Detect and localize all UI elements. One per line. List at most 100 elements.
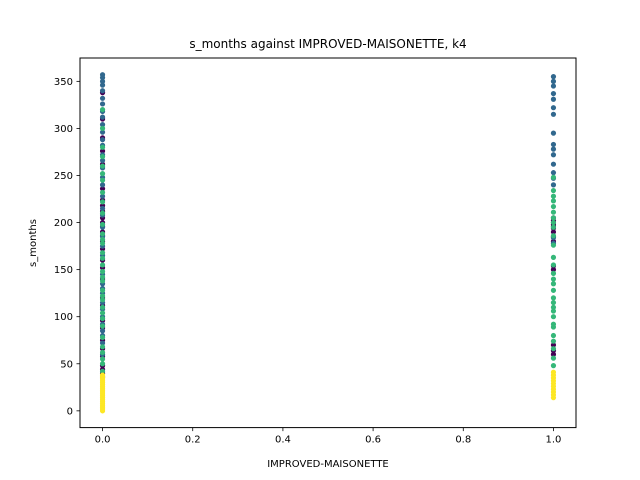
scatter-point	[550, 182, 557, 188]
scatter-point	[99, 278, 106, 284]
scatter-point	[550, 198, 557, 204]
x-tick-label: 0.2	[185, 435, 201, 446]
y-tick-label: 0	[67, 406, 73, 417]
scatter-point	[550, 152, 557, 158]
scatter-point	[99, 193, 106, 199]
x-tick-label: 0.6	[365, 435, 381, 446]
scatter-point	[99, 72, 106, 78]
scatter-point	[99, 262, 106, 268]
scatter-point	[550, 78, 557, 84]
scatter-point	[550, 174, 557, 180]
scatter-point	[99, 297, 106, 303]
scatter-point	[99, 221, 106, 228]
scatter-point	[550, 270, 557, 276]
chart-title: s_months against IMPROVED-MAISONETTE, k4	[189, 37, 466, 51]
scatter-point	[550, 338, 557, 344]
scatter-point	[99, 171, 106, 177]
x-tick-label: 0.4	[275, 435, 291, 446]
scatter-point	[99, 231, 106, 237]
scatter-point	[99, 356, 106, 362]
scatter-point	[550, 346, 557, 352]
scatter-point	[550, 304, 557, 310]
scatter-point	[99, 293, 106, 299]
scatter-point	[550, 215, 557, 221]
scatter-point	[99, 154, 106, 160]
scatter-point	[99, 349, 106, 356]
scatter-point	[99, 268, 106, 275]
scatter-point	[99, 310, 106, 316]
scatter-point	[99, 210, 106, 216]
scatter-point	[99, 368, 106, 374]
scatter-point	[550, 193, 557, 199]
scatter-point	[550, 233, 557, 239]
y-tick-label: 50	[60, 359, 73, 370]
axis-ticks: 0.0 0.2 0.4 0.6 0.8 1.0 0 50 100 150 200 250 300 350	[54, 77, 562, 446]
scatter-point	[550, 209, 557, 215]
plot-frame	[79, 57, 577, 429]
scatter-point	[99, 304, 106, 310]
scatter-point	[99, 328, 106, 334]
scatter-point	[550, 295, 557, 301]
scatter-point	[550, 287, 557, 293]
scatter-point	[550, 203, 557, 210]
scatter-point	[550, 355, 557, 361]
x-tick-label: 0.0	[95, 435, 111, 446]
scatter-point	[99, 78, 106, 84]
scatter-point	[550, 342, 557, 348]
scatter-point	[550, 111, 557, 117]
scatter-point	[99, 274, 106, 280]
scatter-point	[99, 340, 106, 346]
scatter-point	[550, 146, 557, 152]
scatter-point	[550, 229, 557, 235]
scatter-point	[99, 88, 106, 94]
y-tick-label: 250	[54, 171, 73, 182]
scatter-point	[550, 321, 557, 327]
scatter-point	[99, 177, 106, 183]
scatter-point	[99, 114, 106, 120]
scatter-point	[99, 205, 106, 212]
scatter-point	[99, 82, 106, 88]
data-points	[99, 72, 557, 414]
scatter-point	[550, 224, 557, 230]
scatter-point	[550, 314, 557, 320]
scatter-point	[99, 101, 106, 107]
scatter-point	[99, 148, 106, 154]
scatter-point	[99, 189, 106, 196]
scatter-point	[550, 90, 557, 97]
scatter-point	[99, 334, 106, 341]
scatter-point	[99, 361, 106, 367]
scatter-point	[550, 83, 557, 89]
scatter-point	[99, 372, 106, 378]
y-tick-label: 150	[54, 265, 73, 276]
scatter-point	[550, 369, 557, 375]
y-tick-label: 300	[54, 124, 73, 135]
scatter-point	[99, 199, 106, 205]
y-tick-label: 200	[54, 218, 73, 229]
scatter-point	[99, 250, 106, 256]
scatter-point	[99, 129, 106, 135]
scatter-point	[99, 255, 106, 261]
scatter-point	[550, 74, 557, 80]
scatter-point	[550, 96, 557, 102]
scatter-point	[550, 351, 557, 357]
y-axis-label: s_months	[28, 219, 39, 267]
x-tick-label: 0.8	[455, 435, 471, 446]
x-tick-label: 1.0	[546, 435, 562, 446]
scatter-point	[550, 187, 557, 194]
scatter-point	[99, 240, 106, 246]
scatter-point	[550, 281, 557, 287]
scatter-point	[99, 236, 106, 243]
scatter-point	[550, 267, 557, 273]
scatter-point	[99, 157, 106, 164]
scatter-point	[99, 182, 106, 188]
scatter-point	[550, 332, 557, 339]
scatter-point	[99, 344, 106, 350]
scatter-point	[99, 125, 106, 132]
scatter-point	[99, 144, 106, 150]
scatter-point	[550, 299, 557, 306]
scatter-point	[550, 219, 557, 226]
scatter-point	[550, 161, 557, 167]
